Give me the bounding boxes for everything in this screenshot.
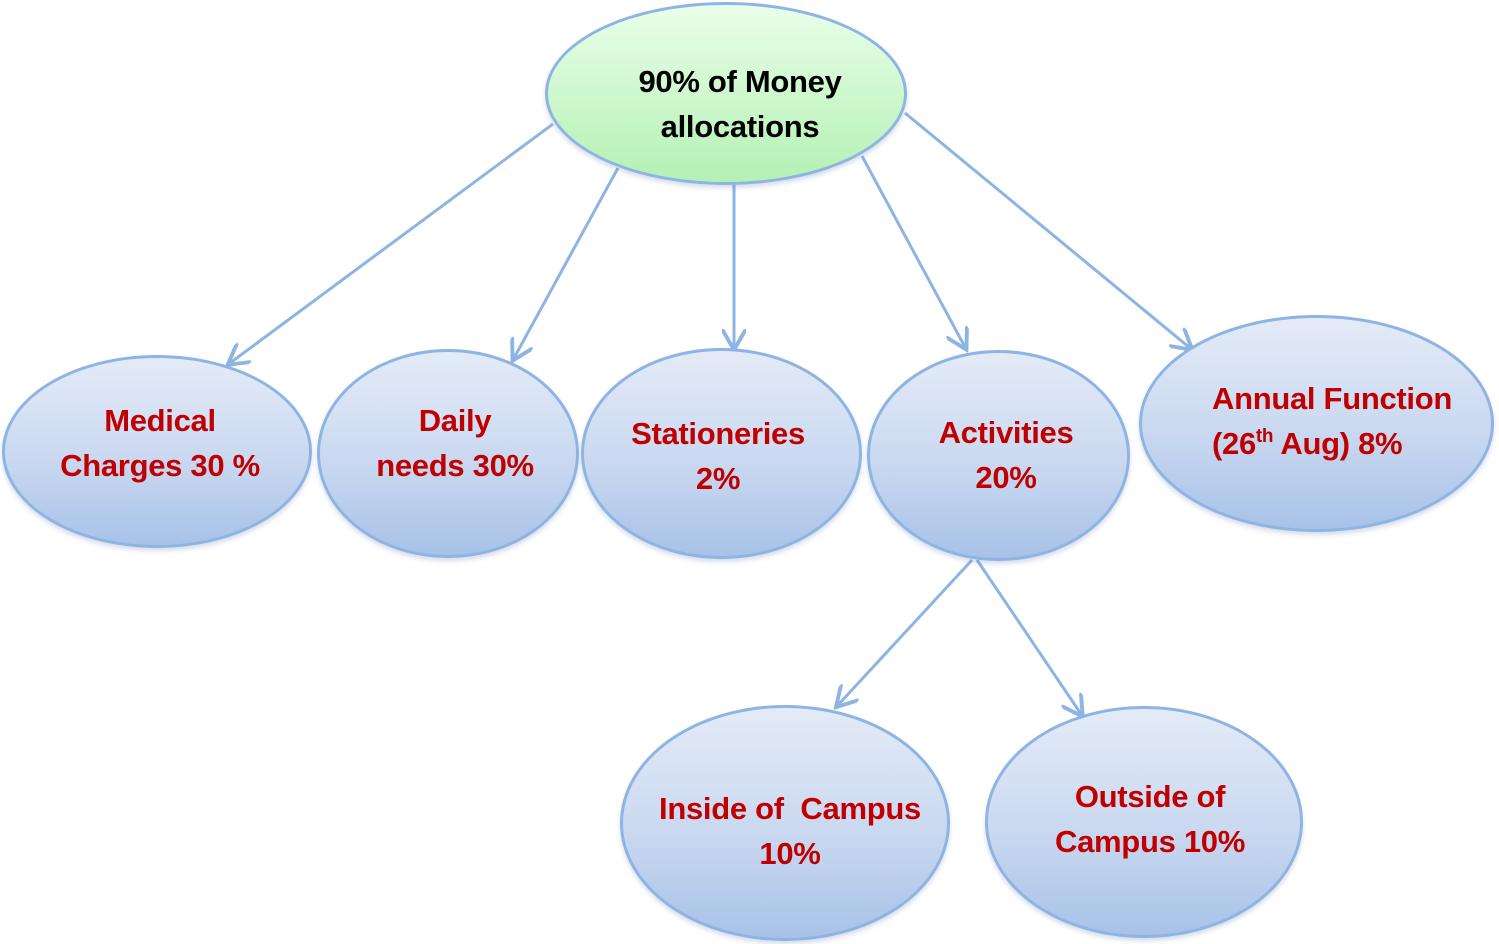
node-medical [2, 355, 312, 548]
label-inside-line1: Inside of Campus [659, 791, 921, 826]
node-annual-function [1139, 315, 1494, 532]
root-node [545, 2, 907, 185]
arrow-activities-to-outside [975, 559, 1081, 714]
label-medical-line2: Charges 30 % [60, 448, 260, 483]
label-activities-line2: 20% [975, 460, 1037, 495]
arrow-root-to-annual [904, 111, 1190, 348]
label-outside-line1: Outside of [1074, 779, 1226, 814]
label-annual-line2-sup: th [1255, 426, 1274, 447]
label-medical-line1: Medical [104, 403, 216, 438]
label-daily-needs: Daily needs 30% [330, 398, 580, 488]
arrow-root-to-daily [514, 167, 620, 358]
root-label-line2: allocations [660, 109, 820, 144]
arrow-activities-to-inside [838, 558, 974, 705]
label-medical: Medical Charges 30 % [10, 398, 310, 488]
node-daily-needs [317, 349, 579, 558]
label-daily-line1: Daily [418, 403, 492, 438]
label-outside-campus: Outside of Campus 10% [1000, 774, 1300, 864]
label-annual-line2-prefix: (26 [1212, 426, 1256, 461]
label-annual-line1: Annual Function [1212, 381, 1453, 416]
label-inside-line2: 10% [759, 836, 821, 871]
label-annual-function: Annual Function (26th Aug) 8% [1212, 376, 1468, 466]
arrow-root-to-activities [860, 155, 965, 347]
label-outside-line2: Campus 10% [1055, 824, 1245, 859]
label-annual-line2: (26th Aug) 8% [1212, 421, 1468, 466]
label-stationeries-line1: Stationeries [631, 416, 805, 451]
label-inside-campus: Inside of Campus 10% [640, 786, 940, 876]
arrow-root-to-medical [230, 122, 554, 363]
label-activities: Activities 20% [886, 410, 1126, 500]
label-activities-line1: Activities [938, 415, 1074, 450]
root-label-line1: 90% of Money [638, 64, 842, 99]
label-stationeries: Stationeries 2% [598, 411, 838, 501]
node-activities [867, 350, 1130, 561]
root-label: 90% of Money allocations [545, 59, 935, 149]
node-stationeries [581, 348, 862, 559]
label-annual-line2-suffix: Aug) 8% [1273, 426, 1403, 461]
label-daily-line2: needs 30% [376, 448, 534, 483]
node-outside-campus [985, 706, 1303, 938]
node-inside-campus [620, 705, 950, 941]
label-stationeries-line2: 2% [695, 461, 741, 496]
